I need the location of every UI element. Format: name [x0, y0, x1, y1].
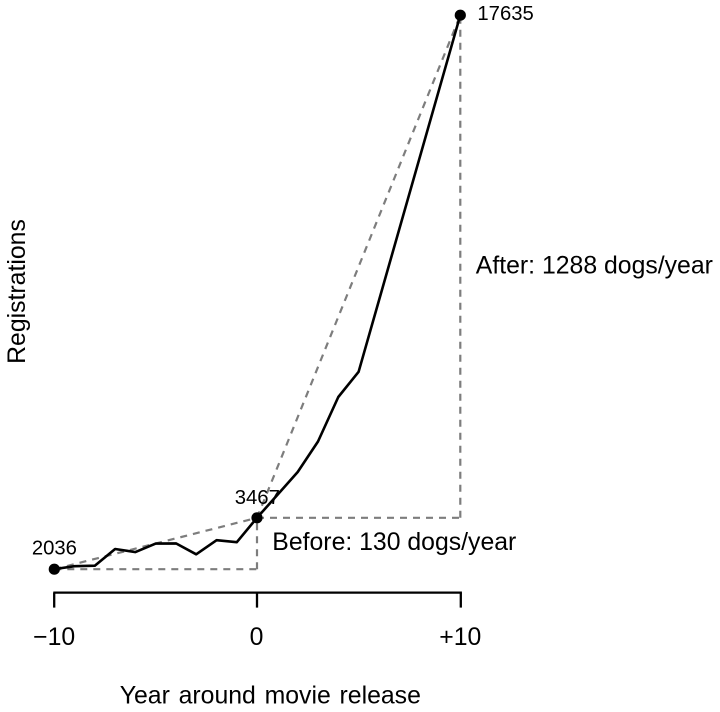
svg-text:2036: 2036 — [32, 538, 77, 560]
svg-text:Registrations: Registrations — [4, 219, 31, 364]
svg-text:+10: +10 — [439, 624, 481, 651]
svg-text:After: 1288 dogs/year: After: 1288 dogs/year — [476, 252, 713, 279]
svg-text:17635: 17635 — [477, 3, 533, 25]
svg-text:−10: −10 — [33, 624, 75, 651]
svg-text:0: 0 — [250, 624, 264, 651]
svg-text:Year around movie release: Year around movie release — [120, 683, 421, 710]
svg-text:Before: 130 dogs/year: Before: 130 dogs/year — [272, 529, 516, 556]
svg-text:3467: 3467 — [235, 487, 280, 509]
